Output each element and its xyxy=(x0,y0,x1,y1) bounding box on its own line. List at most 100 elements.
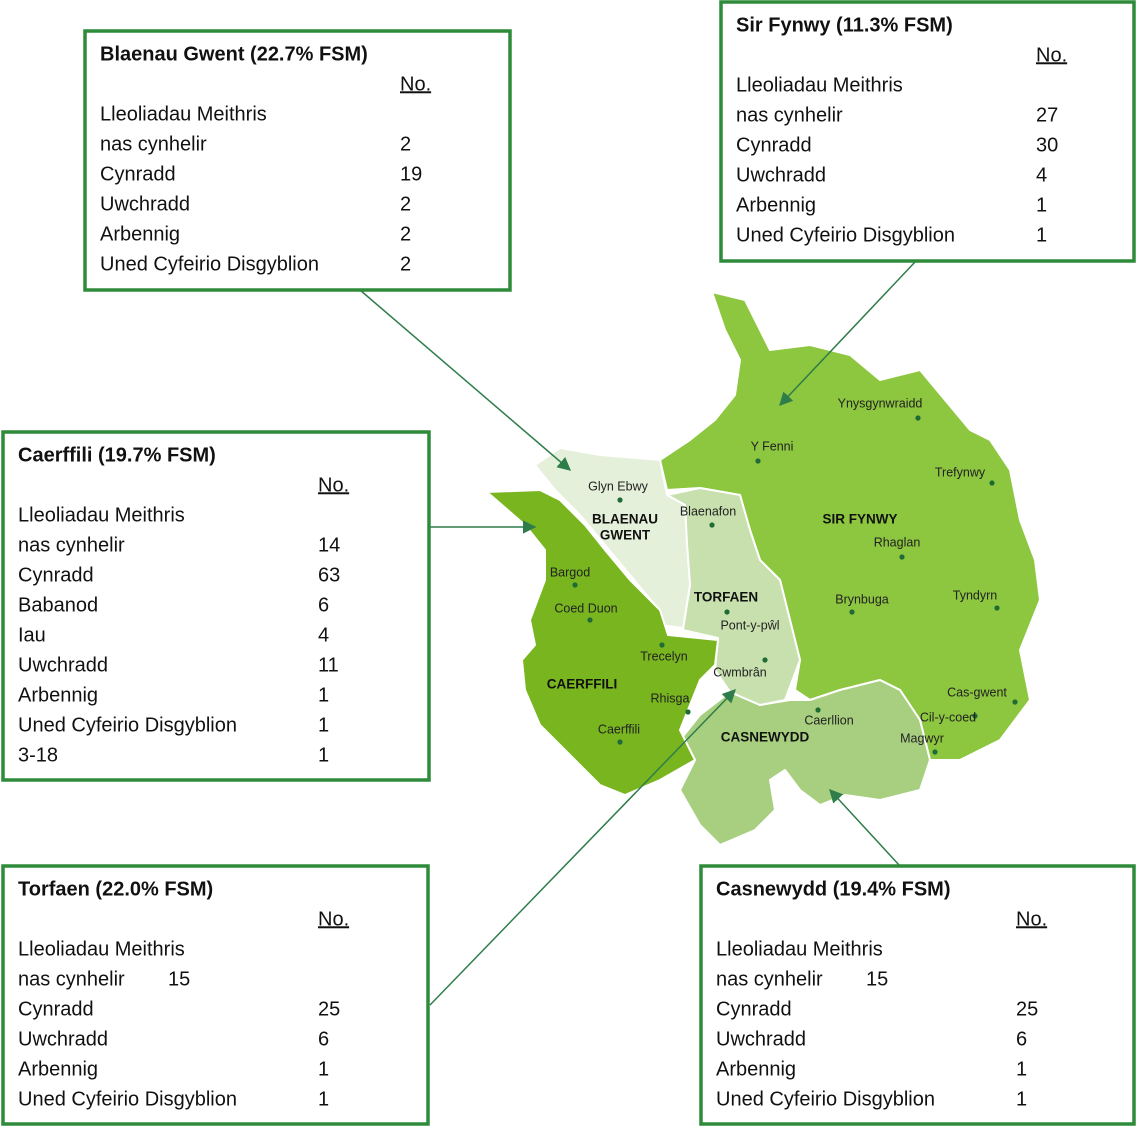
place-label: Cil-y-coed xyxy=(920,710,976,724)
row-label: Lleoliadau Meithris xyxy=(100,103,267,125)
region-caerffili xyxy=(486,489,719,796)
row-value: 6 xyxy=(318,1028,329,1050)
place-label: Trefynwy xyxy=(935,465,986,479)
place-label: Pont-y-pŵl xyxy=(720,618,779,632)
row-value: 1 xyxy=(1036,224,1047,246)
row-label: Arbennig xyxy=(18,684,98,706)
row-label: Iau xyxy=(18,624,46,646)
box-frame xyxy=(1,864,430,1126)
box-title: Caerffili (19.7% FSM) xyxy=(18,444,216,466)
row-label: nas cynhelir xyxy=(736,104,843,126)
place-label: Rhaglan xyxy=(874,535,921,549)
place-dot xyxy=(572,582,578,588)
place-dot xyxy=(972,713,978,719)
place-label: Magwyr xyxy=(900,731,944,745)
row-value: 30 xyxy=(1036,134,1058,156)
box-frame xyxy=(719,0,1136,263)
place-label: Bargod xyxy=(550,565,590,579)
place-dot xyxy=(899,554,905,560)
row-label: Lleoliadau Meithris xyxy=(736,74,903,96)
place-dot xyxy=(932,749,938,755)
row-label: Uwchradd xyxy=(716,1028,806,1050)
region-blaenau-gwent xyxy=(534,447,691,629)
row-label: Uwchradd xyxy=(100,193,190,215)
row-value: 1 xyxy=(318,1088,329,1110)
region-label: CASNEWYDD xyxy=(721,730,810,745)
row-value: 25 xyxy=(318,998,340,1020)
row-value: 2 xyxy=(400,223,411,245)
pointer-arrow xyxy=(779,261,916,406)
row-label: Uned Cyfeirio Disgyblion xyxy=(18,1088,237,1110)
box-title: Torfaen (22.0% FSM) xyxy=(18,878,213,900)
place-label: Brynbuga xyxy=(835,592,889,606)
box-frame xyxy=(1,430,431,782)
place-label: Caerllion xyxy=(804,713,853,727)
row-value: 25 xyxy=(1016,998,1038,1020)
row-label: Cynradd xyxy=(18,998,94,1020)
row-value: 1 xyxy=(318,1058,329,1080)
place-dot xyxy=(659,642,665,648)
row-label: Uned Cyfeirio Disgyblion xyxy=(100,253,319,275)
place-dot xyxy=(709,522,715,528)
region-label: CAERFFILI xyxy=(547,677,618,692)
row-value: 4 xyxy=(1036,164,1047,186)
row-label: Babanod xyxy=(18,594,98,616)
row-label: nas cynhelir xyxy=(716,968,823,990)
row-value: 14 xyxy=(318,534,340,556)
info-box: Casnewydd (19.4% FSM) No. Lleoliadau Meith… xyxy=(699,864,1136,1126)
place-dot xyxy=(989,480,995,486)
row-value: 15 xyxy=(168,968,190,990)
row-value: 2 xyxy=(400,133,411,155)
pointer-arrow xyxy=(359,289,572,471)
row-value: 2 xyxy=(400,193,411,215)
row-value: 1 xyxy=(1016,1088,1027,1110)
row-label: nas cynhelir xyxy=(18,968,125,990)
column-header: No. xyxy=(1016,908,1047,930)
row-label: Lleoliadau Meithris xyxy=(18,938,185,960)
row-value: 15 xyxy=(866,968,888,990)
info-box: Torfaen (22.0% FSM) No. Lleoliadau Meithri… xyxy=(1,864,430,1126)
row-label: Uned Cyfeirio Disgyblion xyxy=(736,224,955,246)
row-value: 6 xyxy=(1016,1028,1027,1050)
row-value: 27 xyxy=(1036,104,1058,126)
row-label: Cynradd xyxy=(18,564,94,586)
place-dot xyxy=(587,617,593,623)
place-label: Blaenafon xyxy=(680,504,736,518)
row-label: Cynradd xyxy=(100,163,176,185)
place-dot xyxy=(762,657,768,663)
box-title: Casnewydd (19.4% FSM) xyxy=(716,878,951,900)
info-box: Sir Fynwy (11.3% FSM) No. Lleoliadau Meith… xyxy=(719,0,1136,263)
row-label: nas cynhelir xyxy=(100,133,207,155)
pointer-arrow xyxy=(829,789,901,867)
place-dot xyxy=(755,458,761,464)
place-label: Coed Duon xyxy=(554,601,617,615)
place-dot xyxy=(994,605,1000,611)
place-label: Cas-gwent xyxy=(947,685,1007,699)
regions xyxy=(486,291,1041,846)
place-dot xyxy=(815,707,821,713)
place-label: Glyn Ebwy xyxy=(588,479,648,493)
column-header: No. xyxy=(318,474,349,496)
row-value: 11 xyxy=(318,654,339,676)
row-label: Uned Cyfeirio Disgyblion xyxy=(18,714,237,736)
info-box: Caerffili (19.7% FSM) No. Lleoliadau Meith… xyxy=(1,430,431,782)
row-label: Arbennig xyxy=(18,1058,98,1080)
place-dot xyxy=(849,609,855,615)
place-dot xyxy=(617,739,623,745)
row-value: 1 xyxy=(1036,194,1047,216)
row-label: Uwchradd xyxy=(18,1028,108,1050)
region-label: SIR FYNWY xyxy=(822,512,897,527)
region-label: BLAENAU xyxy=(592,512,658,527)
place-dot xyxy=(1012,699,1018,705)
column-header: No. xyxy=(1036,44,1067,66)
row-value: 1 xyxy=(1016,1058,1027,1080)
box-title: Blaenau Gwent (22.7% FSM) xyxy=(100,43,368,65)
place-dot xyxy=(724,609,730,615)
place-label: Caerffili xyxy=(598,722,640,736)
row-label: Uwchradd xyxy=(736,164,826,186)
region-label: GWENT xyxy=(600,528,651,543)
